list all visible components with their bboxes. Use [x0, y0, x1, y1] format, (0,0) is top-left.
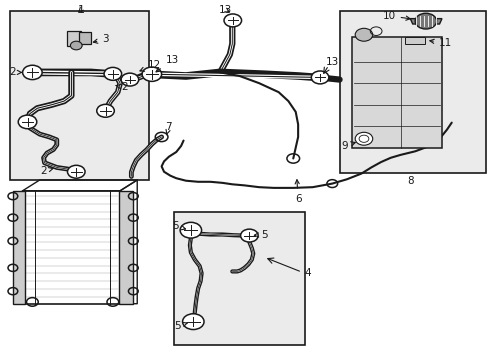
Circle shape [354, 28, 372, 41]
Text: 7: 7 [165, 122, 172, 135]
Text: 2: 2 [41, 166, 53, 176]
Bar [79, 32, 91, 44]
Circle shape [180, 222, 201, 238]
Text: 11: 11 [429, 38, 451, 48]
Bar [351, 37, 441, 148]
Circle shape [22, 65, 42, 80]
Text: 2: 2 [116, 82, 128, 93]
Circle shape [414, 13, 436, 29]
Text: 10: 10 [382, 11, 409, 21]
Text: 2: 2 [10, 67, 22, 77]
Text: 5: 5 [172, 221, 185, 231]
Circle shape [311, 71, 328, 84]
Bar [10, 12, 149, 180]
Bar [119, 191, 133, 304]
Bar [405, 37, 424, 44]
Circle shape [97, 104, 114, 117]
Circle shape [70, 41, 82, 50]
Text: 1: 1 [78, 5, 84, 15]
Text: 9: 9 [341, 141, 355, 151]
Circle shape [354, 132, 372, 145]
Bar [173, 212, 305, 345]
Circle shape [240, 229, 258, 242]
Polygon shape [409, 19, 441, 24]
Text: 13: 13 [325, 57, 338, 67]
Circle shape [224, 14, 241, 27]
Text: 5: 5 [254, 230, 267, 239]
Circle shape [104, 67, 122, 80]
Text: 13: 13 [218, 5, 231, 15]
Bar [66, 31, 81, 45]
Circle shape [18, 115, 37, 129]
Polygon shape [22, 191, 120, 304]
Bar [339, 12, 485, 173]
Circle shape [182, 314, 203, 329]
Circle shape [142, 67, 161, 81]
Circle shape [67, 165, 85, 178]
Text: 3: 3 [93, 35, 109, 44]
Text: 8: 8 [406, 176, 413, 186]
Text: 4: 4 [304, 268, 310, 278]
Text: 6: 6 [294, 180, 301, 204]
Text: 5: 5 [174, 321, 187, 331]
Bar [13, 191, 25, 304]
Text: 13: 13 [156, 55, 178, 72]
Text: 12: 12 [140, 60, 160, 71]
Circle shape [121, 73, 139, 86]
